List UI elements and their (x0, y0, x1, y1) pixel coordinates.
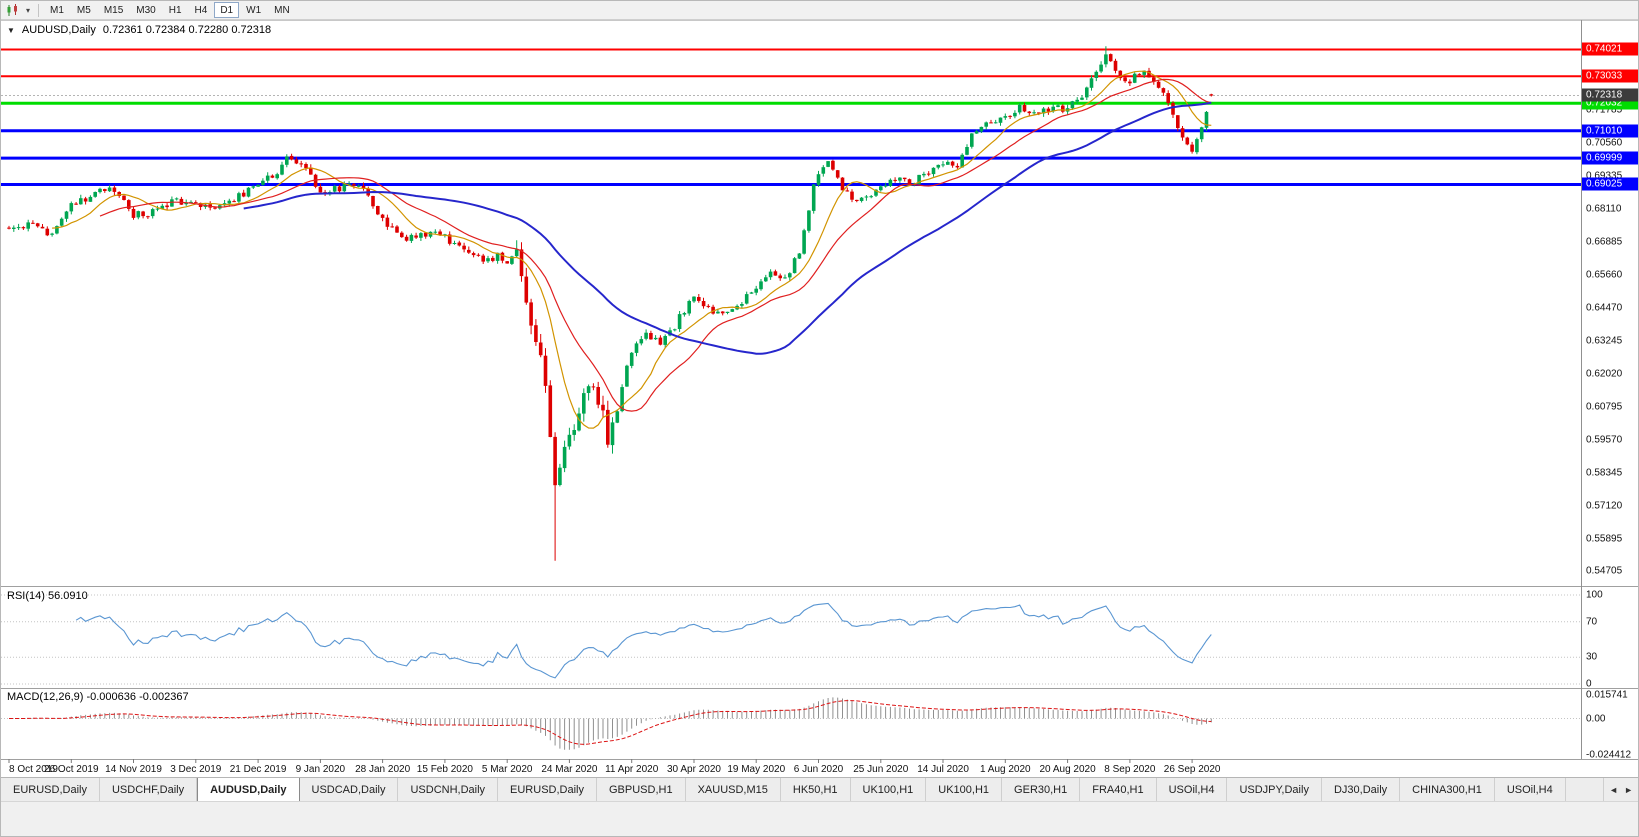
date-axis-label: 20 Aug 2020 (1039, 764, 1096, 775)
date-axis-label: 26 Sep 2020 (1163, 764, 1221, 775)
timeframe-button-m15[interactable]: M15 (98, 2, 129, 18)
chart-tab-usdjpy-daily[interactable]: USDJPY,Daily (1227, 778, 1322, 801)
date-axis-label: 9 Jan 2020 (295, 764, 346, 775)
price-axis-label: 0.63245 (1586, 335, 1623, 347)
price-axis-label: 0.62020 (1586, 368, 1623, 380)
current-price-badge: 0.72318 (1582, 88, 1638, 102)
timeframe-button-h4[interactable]: H4 (189, 2, 214, 18)
date-axis-label: 19 May 2020 (727, 764, 786, 775)
date-axis-label: 28 Jan 2020 (355, 764, 411, 775)
chart-window: ▼ AUDUSD,Daily 0.72361 0.72384 0.72280 0… (1, 20, 1639, 777)
price-line-badge: 0.73033 (1582, 69, 1638, 83)
chart-tab-dj30-daily[interactable]: DJ30,Daily (1321, 778, 1401, 801)
chart-type-dropdown-icon[interactable]: ▾ (26, 5, 31, 15)
timeframe-button-m30[interactable]: M30 (130, 2, 161, 18)
rsi-axis-label: 70 (1586, 616, 1598, 628)
price-line-badge: 0.74021 (1582, 42, 1638, 56)
date-axis-label: 6 Jun 2020 (793, 764, 844, 775)
rsi-axis-label: 0 (1586, 678, 1592, 690)
macd-axis-label: 0.00 (1586, 713, 1606, 725)
price-axis-label: 0.60795 (1586, 401, 1623, 413)
date-axis-label: 3 Dec 2019 (170, 764, 222, 775)
timeframe-button-h1[interactable]: H1 (163, 2, 188, 18)
chart-tab-uk100-h1[interactable]: UK100,H1 (926, 778, 1003, 801)
price-axis-label: 0.58345 (1586, 467, 1623, 479)
symbol-period-label: AUDUSD,Daily (21, 24, 96, 36)
timeframe-button-m5[interactable]: M5 (71, 2, 97, 18)
chart-tab-audusd-daily[interactable]: AUDUSD,Daily (197, 778, 300, 801)
timeframe-button-w1[interactable]: W1 (240, 2, 267, 18)
date-axis-label: 14 Nov 2019 (105, 764, 162, 775)
timeframe-button-mn[interactable]: MN (268, 2, 296, 18)
chart-tab-gbpusd-h1[interactable]: GBPUSD,H1 (597, 778, 686, 801)
chart-title: ▼ AUDUSD,Daily 0.72361 0.72384 0.72280 0… (7, 24, 271, 36)
chart-tab-bar: EURUSD,Daily USDCHF,Daily AUDUSD,Daily USDC… (1, 777, 1638, 801)
timeframe-buttons-group: M1 M5 M15 M30 H1 H4 D1 W1 MN (44, 2, 296, 18)
price-axis-label: 0.57120 (1586, 500, 1623, 512)
price-line-badge: 0.69025 (1582, 177, 1638, 191)
timeframe-button-d1[interactable]: D1 (214, 2, 240, 18)
chart-tab-usoil-h4[interactable]: USOil,H4 (1156, 778, 1228, 801)
chart-tab-usoil-h4[interactable]: USOil,H4 (1494, 778, 1566, 801)
macd-indicator-title: MACD(12,26,9) -0.000636 -0.002367 (7, 691, 189, 703)
chart-tab-uk100-h1[interactable]: UK100,H1 (850, 778, 927, 801)
chart-tab-china300-h1[interactable]: CHINA300,H1 (1400, 778, 1495, 801)
chart-tab-fra40-h1[interactable]: FRA40,H1 (1080, 778, 1157, 801)
macd-axis-label: -0.024412 (1586, 749, 1632, 761)
collapse-chart-icon[interactable]: ▼ (7, 25, 15, 35)
chart-tab-eurusd-daily[interactable]: EURUSD,Daily (1, 778, 100, 801)
tab-scroll-controls: ◄ ► (1603, 778, 1638, 801)
chart-type-icon[interactable] (4, 3, 22, 17)
chart-tab-xauusd-m15[interactable]: XAUUSD,M15 (685, 778, 781, 801)
chart-canvas[interactable] (1, 20, 1639, 777)
date-axis-label: 26 Oct 2019 (44, 764, 99, 775)
price-axis-label: 0.69335 (1586, 170, 1623, 182)
rsi-axis-label: 30 (1586, 651, 1598, 663)
price-axis-label: 0.54705 (1586, 565, 1623, 577)
status-strip (1, 801, 1638, 836)
chart-tab-usdcnh-daily[interactable]: USDCNH,Daily (398, 778, 499, 801)
price-axis-label: 0.66885 (1586, 236, 1623, 248)
chart-tab-hk50-h1[interactable]: HK50,H1 (780, 778, 851, 801)
timeframe-toolbar: ▾ M1 M5 M15 M30 H1 H4 D1 W1 MN (1, 1, 1638, 20)
chart-tab-ger30-h1[interactable]: GER30,H1 (1002, 778, 1081, 801)
chart-tabs: EURUSD,Daily USDCHF,Daily AUDUSD,Daily USDC… (1, 778, 1638, 801)
date-axis-label: 15 Feb 2020 (416, 764, 473, 775)
price-axis-label: 0.70560 (1586, 137, 1623, 149)
price-axis-label: 0.55895 (1586, 533, 1623, 545)
price-axis-label: 0.65660 (1586, 269, 1623, 281)
date-axis-label: 8 Sep 2020 (1104, 764, 1156, 775)
date-axis-label: 1 Aug 2020 (980, 764, 1031, 775)
price-axis-label: 0.71785 (1586, 104, 1623, 116)
date-axis-label: 25 Jun 2020 (853, 764, 909, 775)
rsi-indicator-title: RSI(14) 56.0910 (7, 590, 88, 602)
timeframe-button-m1[interactable]: M1 (44, 2, 70, 18)
price-axis-label: 0.68110 (1586, 203, 1622, 215)
chart-tab-usdcad-daily[interactable]: USDCAD,Daily (299, 778, 399, 801)
tab-scroll-left-icon[interactable]: ◄ (1609, 784, 1619, 795)
price-line-badge: 0.69999 (1582, 151, 1638, 165)
chart-tab-usdchf-daily[interactable]: USDCHF,Daily (99, 778, 198, 801)
date-axis-label: 5 Mar 2020 (481, 764, 533, 775)
tab-scroll-right-icon[interactable]: ► (1624, 784, 1633, 795)
price-axis-label: 0.59570 (1586, 434, 1623, 446)
date-axis-label: 14 Jul 2020 (917, 764, 969, 775)
date-axis-label: 21 Dec 2019 (229, 764, 287, 775)
date-axis-label: 8 Oct 2019 (9, 764, 58, 775)
ohlc-values: 0.72361 0.72384 0.72280 0.72318 (102, 24, 272, 36)
toolbar-separator (38, 3, 40, 17)
macd-axis-label: 0.015741 (1586, 689, 1628, 701)
date-axis-label: 30 Apr 2020 (667, 764, 721, 775)
rsi-axis-label: 100 (1586, 589, 1603, 601)
price-axis-label: 0.64470 (1586, 302, 1623, 314)
date-axis-label: 24 Mar 2020 (541, 764, 598, 775)
price-line-badge: 0.71010 (1582, 124, 1638, 138)
date-axis-label: 11 Apr 2020 (605, 764, 659, 775)
chart-tab-eurusd-daily[interactable]: EURUSD,Daily (498, 778, 597, 801)
